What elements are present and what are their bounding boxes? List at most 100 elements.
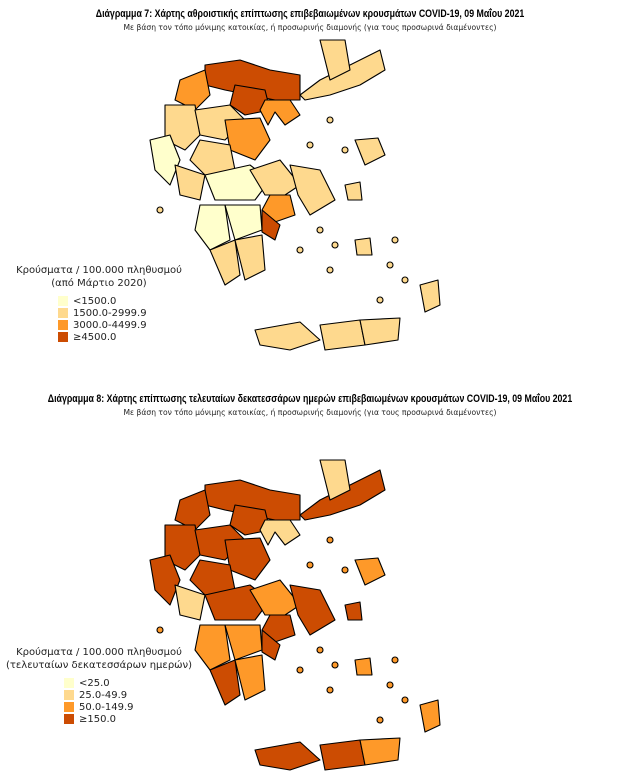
- island-marker: [156, 626, 164, 634]
- map-region: [174, 489, 211, 531]
- legend-swatch: [64, 702, 74, 712]
- map-region: [174, 164, 206, 201]
- legend-swatch: [64, 678, 74, 688]
- island-marker: [156, 206, 164, 214]
- legend-label: 1500.0-2999.9: [73, 307, 147, 319]
- map-region: [224, 624, 263, 661]
- island-marker: [331, 241, 339, 249]
- map-region: [249, 579, 301, 616]
- map-region: [344, 181, 363, 201]
- map2-subtitle: Με βάση τον τόπο μόνιμης κατοικίας, ή πρ…: [123, 408, 497, 417]
- legend-item: 50.0-149.9: [64, 701, 194, 713]
- legend-label: 50.0-149.9: [79, 701, 134, 713]
- map-region: [259, 99, 301, 126]
- map-region: [319, 319, 366, 351]
- map-region: [234, 654, 266, 701]
- legend-label: <25.0: [79, 677, 110, 689]
- island-marker: [326, 536, 334, 544]
- legend-swatch: [58, 296, 68, 306]
- map-region: [354, 557, 386, 586]
- map-region: [254, 741, 321, 771]
- map2-title: Διάγραμμα 8: Χάρτης επίπτωσης τελευταίων…: [47, 393, 573, 405]
- legend-swatch: [58, 320, 68, 330]
- island-marker: [386, 681, 394, 689]
- map-region: [194, 204, 231, 251]
- island-marker: [376, 296, 384, 304]
- map-region: [149, 134, 181, 186]
- legend-item: <1500.0: [58, 295, 184, 307]
- map-region: [319, 39, 351, 81]
- island-marker: [401, 276, 409, 284]
- legend-subtitle: (από Μάρτιο 2020): [51, 278, 147, 289]
- legend-label: ≥4500.0: [73, 331, 117, 343]
- legend-title: Κρούσματα / 100.000 πληθυσμού: [16, 647, 182, 658]
- map-region: [419, 279, 441, 313]
- legend-item: 25.0-49.9: [64, 689, 194, 701]
- island-marker: [306, 141, 314, 149]
- map-region: [259, 519, 301, 546]
- island-marker: [316, 646, 324, 654]
- map-region: [359, 737, 401, 766]
- map-region: [419, 699, 441, 733]
- map-region: [174, 69, 211, 111]
- legend-item: ≥150.0: [64, 713, 194, 725]
- map-region: [354, 237, 373, 256]
- island-marker: [326, 686, 334, 694]
- map1-legend: Κρούσματα / 100.000 πληθυσμού (από Μάρτι…: [14, 264, 184, 343]
- map-region: [209, 659, 241, 706]
- map-region: [261, 614, 296, 643]
- map-region: [224, 204, 263, 241]
- legend-swatch: [58, 332, 68, 342]
- legend-swatch: [64, 714, 74, 724]
- island-marker: [316, 226, 324, 234]
- island-marker: [296, 666, 304, 674]
- map-region: [289, 584, 336, 636]
- legend-item: 1500.0-2999.9: [58, 307, 184, 319]
- map-region: [359, 317, 401, 346]
- island-marker: [341, 146, 349, 154]
- map-region: [261, 209, 281, 241]
- map-region: [344, 601, 363, 621]
- map-region: [254, 321, 321, 351]
- map2-choropleth: [149, 459, 441, 771]
- legend-item: 3000.0-4499.9: [58, 319, 184, 331]
- legend-label: <1500.0: [73, 295, 117, 307]
- map-region: [209, 239, 241, 286]
- map-region: [229, 84, 271, 116]
- legend-title: Κρούσματα / 100.000 πληθυσμού: [16, 265, 182, 276]
- island-marker: [391, 656, 399, 664]
- legend-swatch: [64, 690, 74, 700]
- map-region: [174, 584, 206, 621]
- legend-item: <25.0: [64, 677, 194, 689]
- island-marker: [376, 716, 384, 724]
- legend-label: ≥150.0: [79, 713, 117, 725]
- island-marker: [331, 661, 339, 669]
- legend-subtitle: (τελευταίων δεκατεσσάρων ημερών): [5, 660, 193, 671]
- island-marker: [401, 696, 409, 704]
- map1-subtitle: Με βάση τον τόπο μόνιμης κατοικίας, ή πρ…: [123, 23, 497, 32]
- map-region: [319, 739, 366, 771]
- map-region: [319, 459, 351, 501]
- legend-label: 25.0-49.9: [79, 689, 128, 701]
- map-region: [194, 624, 231, 671]
- island-marker: [386, 261, 394, 269]
- legend-item: ≥4500.0: [58, 331, 184, 343]
- map1-title: Διάγραμμα 7: Χάρτης αθροιστικής επίπτωση…: [95, 8, 525, 20]
- map-region: [234, 234, 266, 281]
- legend-swatch: [58, 308, 68, 318]
- map-region: [164, 524, 201, 571]
- map-region: [289, 164, 336, 216]
- map-region: [354, 137, 386, 166]
- map1-choropleth: [149, 39, 441, 351]
- map-region: [164, 104, 201, 151]
- map-region: [354, 657, 373, 676]
- map-region: [249, 159, 301, 196]
- island-marker: [326, 266, 334, 274]
- map-region: [261, 629, 281, 661]
- map-region: [149, 554, 181, 606]
- island-marker: [296, 246, 304, 254]
- map-region: [261, 194, 296, 223]
- island-marker: [391, 236, 399, 244]
- island-marker: [306, 561, 314, 569]
